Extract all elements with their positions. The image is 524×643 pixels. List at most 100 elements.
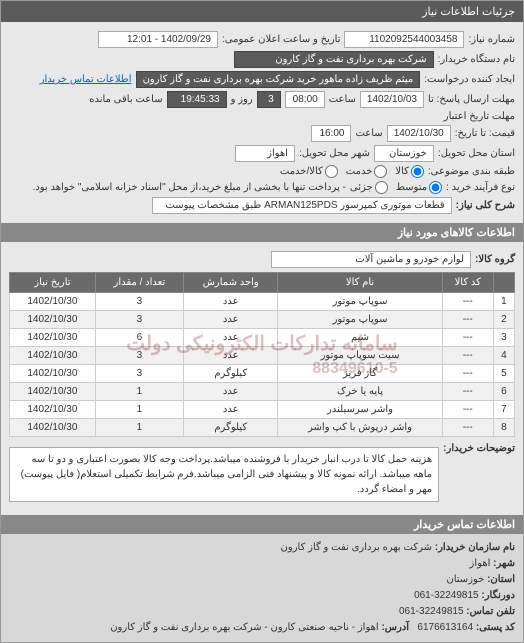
table-cell: 2: [493, 311, 514, 329]
table-cell: 1402/10/30: [10, 419, 96, 437]
footer-addr-label: آدرس:: [381, 622, 409, 633]
footer-city: اهواز: [470, 558, 491, 569]
table-cell: 1402/10/30: [10, 311, 96, 329]
validity-date: 1402/10/30: [387, 125, 451, 142]
table-cell: ---: [442, 347, 493, 365]
table-cell: ---: [442, 419, 493, 437]
radio-both[interactable]: کالا/خدمت: [280, 165, 338, 178]
table-cell: شیم: [278, 329, 442, 347]
payment-note: - پرداخت تنها با بخشی از مبلغ خرید،از مح…: [32, 182, 345, 193]
province-label: استان محل تحویل:: [438, 148, 515, 159]
province-value: خوزستان: [374, 145, 434, 162]
table-cell: ---: [442, 401, 493, 419]
reqnum-value: 1102092544003458: [344, 31, 464, 48]
packaging-radio-group: کالا خدمت کالا/خدمت: [280, 165, 424, 178]
table-cell: 5: [493, 365, 514, 383]
buyer-value: شرکت بهره برداری نفت و گاز کارون: [234, 51, 434, 68]
table-row: 1---سوپاپ موتورعدد31402/10/30: [10, 293, 515, 311]
payment-radio-group: متوسط جزئی: [350, 181, 442, 194]
desc-text: هزینه حمل کالا تا درب انبار خریدار با فر…: [9, 447, 439, 502]
validity-time: 16:00: [311, 125, 351, 142]
table-cell: عدد: [183, 311, 278, 329]
table-cell: 1402/10/30: [10, 401, 96, 419]
goods-table: کد کالانام کالاواحد شمارشتعداد / مقدارتا…: [9, 272, 515, 437]
radio-service-input[interactable]: [374, 165, 387, 178]
radio-medium-input[interactable]: [429, 181, 442, 194]
radio-commodity[interactable]: کالا: [395, 165, 424, 178]
group-label: گروه کالا:: [475, 254, 515, 265]
table-cell: واشر درپوش با کپ واشر: [278, 419, 442, 437]
need-text: قطعات موتوری کمپرسور ARMAN125PDS طبق مشخ…: [152, 197, 452, 214]
table-cell: 1402/10/30: [10, 365, 96, 383]
table-cell: 3: [95, 365, 183, 383]
time-label-2: ساعت: [355, 128, 382, 139]
payment-label: نوع فرآیند خرید :: [446, 182, 515, 193]
table-cell: 7: [493, 401, 514, 419]
footer-org: شرکت بهره برداری نفت و گاز کارون: [281, 542, 432, 553]
table-cell: 1402/10/30: [10, 347, 96, 365]
desc-label: توضیحات خریدار:: [443, 443, 515, 454]
table-cell: کیلوگرم: [183, 419, 278, 437]
table-row: 2---سوپاپ موتورعدد31402/10/30: [10, 311, 515, 329]
table-cell: عدد: [183, 383, 278, 401]
table-header: واحد شمارش: [183, 273, 278, 293]
footer-phone: 32249815-061: [414, 590, 479, 601]
header-section: شماره نیاز: 1102092544003458 تاریخ و ساع…: [1, 22, 523, 223]
table-cell: عدد: [183, 347, 278, 365]
packaging-label: طبقه بندی موضوعی:: [428, 166, 515, 177]
table-header: نام کالا: [278, 273, 442, 293]
table-cell: 4: [493, 347, 514, 365]
validity-to-label: قیمت: تا تاریخ:: [455, 128, 515, 139]
radio-commodity-input[interactable]: [411, 165, 424, 178]
creator-label: ایجاد کننده درخواست:: [424, 74, 515, 85]
send-deadline-label: مهلت ارسال پاسخ: تا: [428, 94, 515, 105]
table-cell: 1402/10/30: [10, 293, 96, 311]
table-cell: عدد: [183, 293, 278, 311]
goods-section: گروه کالا: لوازم خودرو و ماشین آلات کد ک…: [1, 242, 523, 515]
footer-addr: اهواز - ناحیه صنعتی کارون - شرکت بهره بر…: [110, 622, 378, 633]
radio-small[interactable]: جزئی: [350, 181, 388, 194]
table-row: 5---گاز فریزکیلوگرم31402/10/30: [10, 365, 515, 383]
table-cell: ---: [442, 293, 493, 311]
goods-section-header: اطلاعات کالاهای مورد نیاز: [1, 223, 523, 242]
radio-medium[interactable]: متوسط: [396, 181, 442, 194]
table-cell: 1: [95, 383, 183, 401]
remain-time: 19:45:33: [167, 91, 227, 108]
table-cell: ---: [442, 311, 493, 329]
contact-link[interactable]: اطلاعات تماس خریدار: [40, 74, 132, 85]
radio-service[interactable]: خدمت: [346, 165, 388, 178]
remain-days-label: روز و: [231, 94, 253, 105]
table-cell: 1: [493, 293, 514, 311]
footer-fax-label: تلفن تماس:: [466, 606, 515, 617]
table-cell: عدد: [183, 329, 278, 347]
need-label: شرح کلی نیاز:: [456, 200, 515, 211]
table-row: 8---واشر درپوش با کپ واشرکیلوگرم11402/10…: [10, 419, 515, 437]
table-cell: 8: [493, 419, 514, 437]
table-row: 3---شیمعدد61402/10/30: [10, 329, 515, 347]
table-header: تاریخ نیاز: [10, 273, 96, 293]
radio-small-input[interactable]: [375, 181, 388, 194]
group-text: لوازم خودرو و ماشین آلات: [271, 251, 471, 268]
validity-label: مهلت تاریخ اعتبار: [444, 111, 515, 122]
table-cell: 1: [95, 401, 183, 419]
table-cell: 6: [493, 383, 514, 401]
city-value: اهواز: [235, 145, 295, 162]
radio-both-input[interactable]: [325, 165, 338, 178]
table-row: 7---واشر سرسیلندرعدد11402/10/30: [10, 401, 515, 419]
table-cell: 3: [493, 329, 514, 347]
table-row: 4---سیت سوپاپ موتورعدد31402/10/30: [10, 347, 515, 365]
remain-days: 3: [257, 91, 281, 108]
table-header: [493, 273, 514, 293]
table-header: کد کالا: [442, 273, 493, 293]
table-cell: واشر سرسیلندر: [278, 401, 442, 419]
table-cell: 1402/10/30: [10, 329, 96, 347]
footer-city-label: شهر:: [493, 558, 515, 569]
table-cell: 3: [95, 311, 183, 329]
pubdate-label: تاریخ و ساعت اعلان عمومی:: [222, 34, 341, 45]
table-cell: کیلوگرم: [183, 365, 278, 383]
footer: نام سازمان خریدار: شرکت بهره برداری نفت …: [1, 534, 523, 642]
table-cell: سوپاپ موتور: [278, 293, 442, 311]
table-cell: 3: [95, 347, 183, 365]
table-row: 6---پایه یا خرکعدد11402/10/30: [10, 383, 515, 401]
time-label-1: ساعت: [329, 94, 356, 105]
